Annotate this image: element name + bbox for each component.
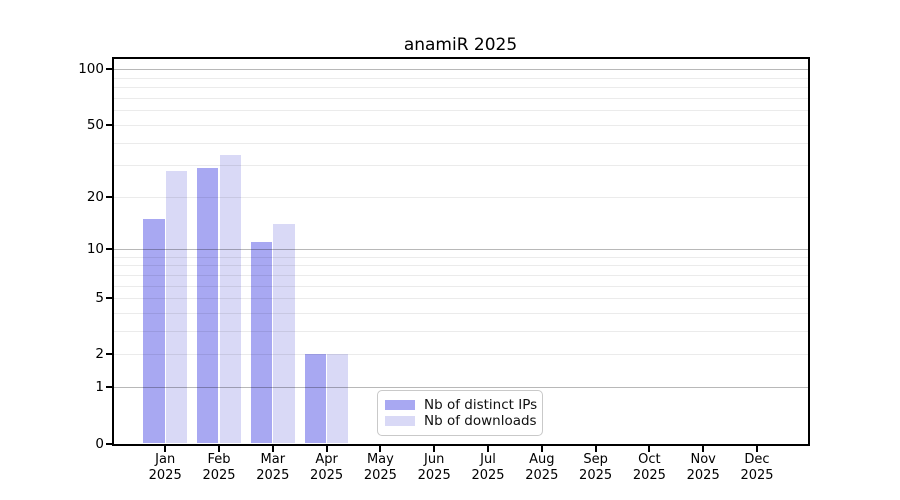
bar-downloads-jan — [165, 170, 188, 444]
major-gridline — [113, 249, 808, 251]
minor-gridline — [113, 196, 808, 198]
x-tick-label-jan: Jan 2025 — [148, 452, 182, 483]
minor-gridline — [113, 285, 808, 287]
x-tick-label-apr: Apr 2025 — [310, 452, 344, 483]
x-tick-label-nov: Nov 2025 — [686, 452, 720, 483]
x-tick-mark — [648, 445, 651, 452]
minor-gridline — [113, 142, 808, 144]
bar-downloads-mar — [273, 224, 295, 444]
minor-gridline — [113, 87, 808, 89]
major-gridline — [113, 69, 808, 71]
bar-distinct-ips-feb — [197, 167, 219, 444]
plot-area — [111, 56, 810, 446]
x-tick-label-mar: Mar 2025 — [256, 452, 290, 483]
bar-downloads-feb — [219, 155, 241, 444]
minor-gridline — [113, 165, 808, 167]
x-tick-mark — [702, 445, 705, 452]
x-tick-label-aug: Aug 2025 — [525, 452, 559, 483]
y-tick-mark — [105, 195, 112, 198]
x-tick-label-oct: Oct 2025 — [632, 452, 666, 483]
x-tick-mark — [756, 445, 758, 452]
x-tick-label-feb: Feb 2025 — [202, 452, 236, 483]
x-tick-mark — [487, 445, 489, 452]
legend-item-downloads: Nb of downloads — [385, 413, 537, 429]
minor-gridline — [113, 274, 808, 276]
y-tick-label: 50 — [86, 116, 104, 133]
y-tick-mark — [105, 68, 112, 71]
x-tick-mark — [218, 445, 220, 452]
minor-gridline — [113, 354, 808, 356]
x-tick-label-jun: Jun 2025 — [417, 452, 451, 483]
minor-gridline — [113, 110, 808, 112]
y-tick-mark — [105, 297, 112, 300]
x-tick-mark — [594, 445, 597, 452]
major-gridline — [113, 387, 808, 389]
bar-distinct-ips-apr — [304, 354, 327, 444]
minor-gridline — [113, 313, 808, 315]
legend: Nb of distinct IPs Nb of downloads — [377, 390, 543, 436]
y-tick-mark — [105, 386, 112, 389]
minor-gridline — [113, 124, 808, 126]
legend-item-distinct-ips: Nb of distinct IPs — [385, 397, 538, 413]
y-tick-label: 2 — [95, 346, 104, 363]
y-tick-mark — [105, 353, 112, 356]
legend-label-distinct-ips: Nb of distinct IPs — [424, 397, 538, 413]
y-tick-label: 0 — [95, 435, 104, 452]
minor-gridline — [113, 265, 808, 267]
y-tick-label: 5 — [95, 290, 104, 307]
minor-gridline — [113, 77, 808, 79]
bar-distinct-ips-jan — [143, 218, 165, 444]
y-tick-label: 1 — [95, 379, 104, 396]
x-tick-label-sep: Sep 2025 — [579, 452, 613, 483]
x-tick-mark — [164, 445, 167, 452]
x-tick-mark — [325, 445, 328, 452]
bar-distinct-ips-mar — [250, 242, 273, 444]
y-tick-label: 100 — [78, 61, 104, 78]
x-tick-mark — [271, 445, 274, 452]
bar-downloads-apr — [327, 354, 349, 444]
y-tick-label: 10 — [86, 241, 104, 258]
minor-gridline — [113, 331, 808, 333]
legend-swatch-downloads — [385, 416, 415, 426]
minor-gridline — [113, 298, 808, 300]
x-tick-mark — [433, 445, 436, 452]
x-tick-label-may: May 2025 — [363, 452, 397, 483]
x-tick-label-jul: Jul 2025 — [471, 452, 505, 483]
y-tick-mark — [105, 442, 112, 445]
y-tick-mark — [105, 123, 112, 126]
y-tick-mark — [105, 248, 112, 251]
y-tick-label: 20 — [86, 188, 104, 205]
x-tick-mark — [379, 445, 382, 452]
x-tick-mark — [540, 445, 543, 452]
minor-gridline — [113, 98, 808, 100]
x-tick-label-dec: Dec 2025 — [740, 452, 774, 483]
legend-label-downloads: Nb of downloads — [424, 413, 537, 429]
chart-title: anamiR 2025 — [403, 35, 518, 55]
legend-swatch-distinct-ips — [385, 400, 415, 410]
minor-gridline — [113, 256, 808, 258]
